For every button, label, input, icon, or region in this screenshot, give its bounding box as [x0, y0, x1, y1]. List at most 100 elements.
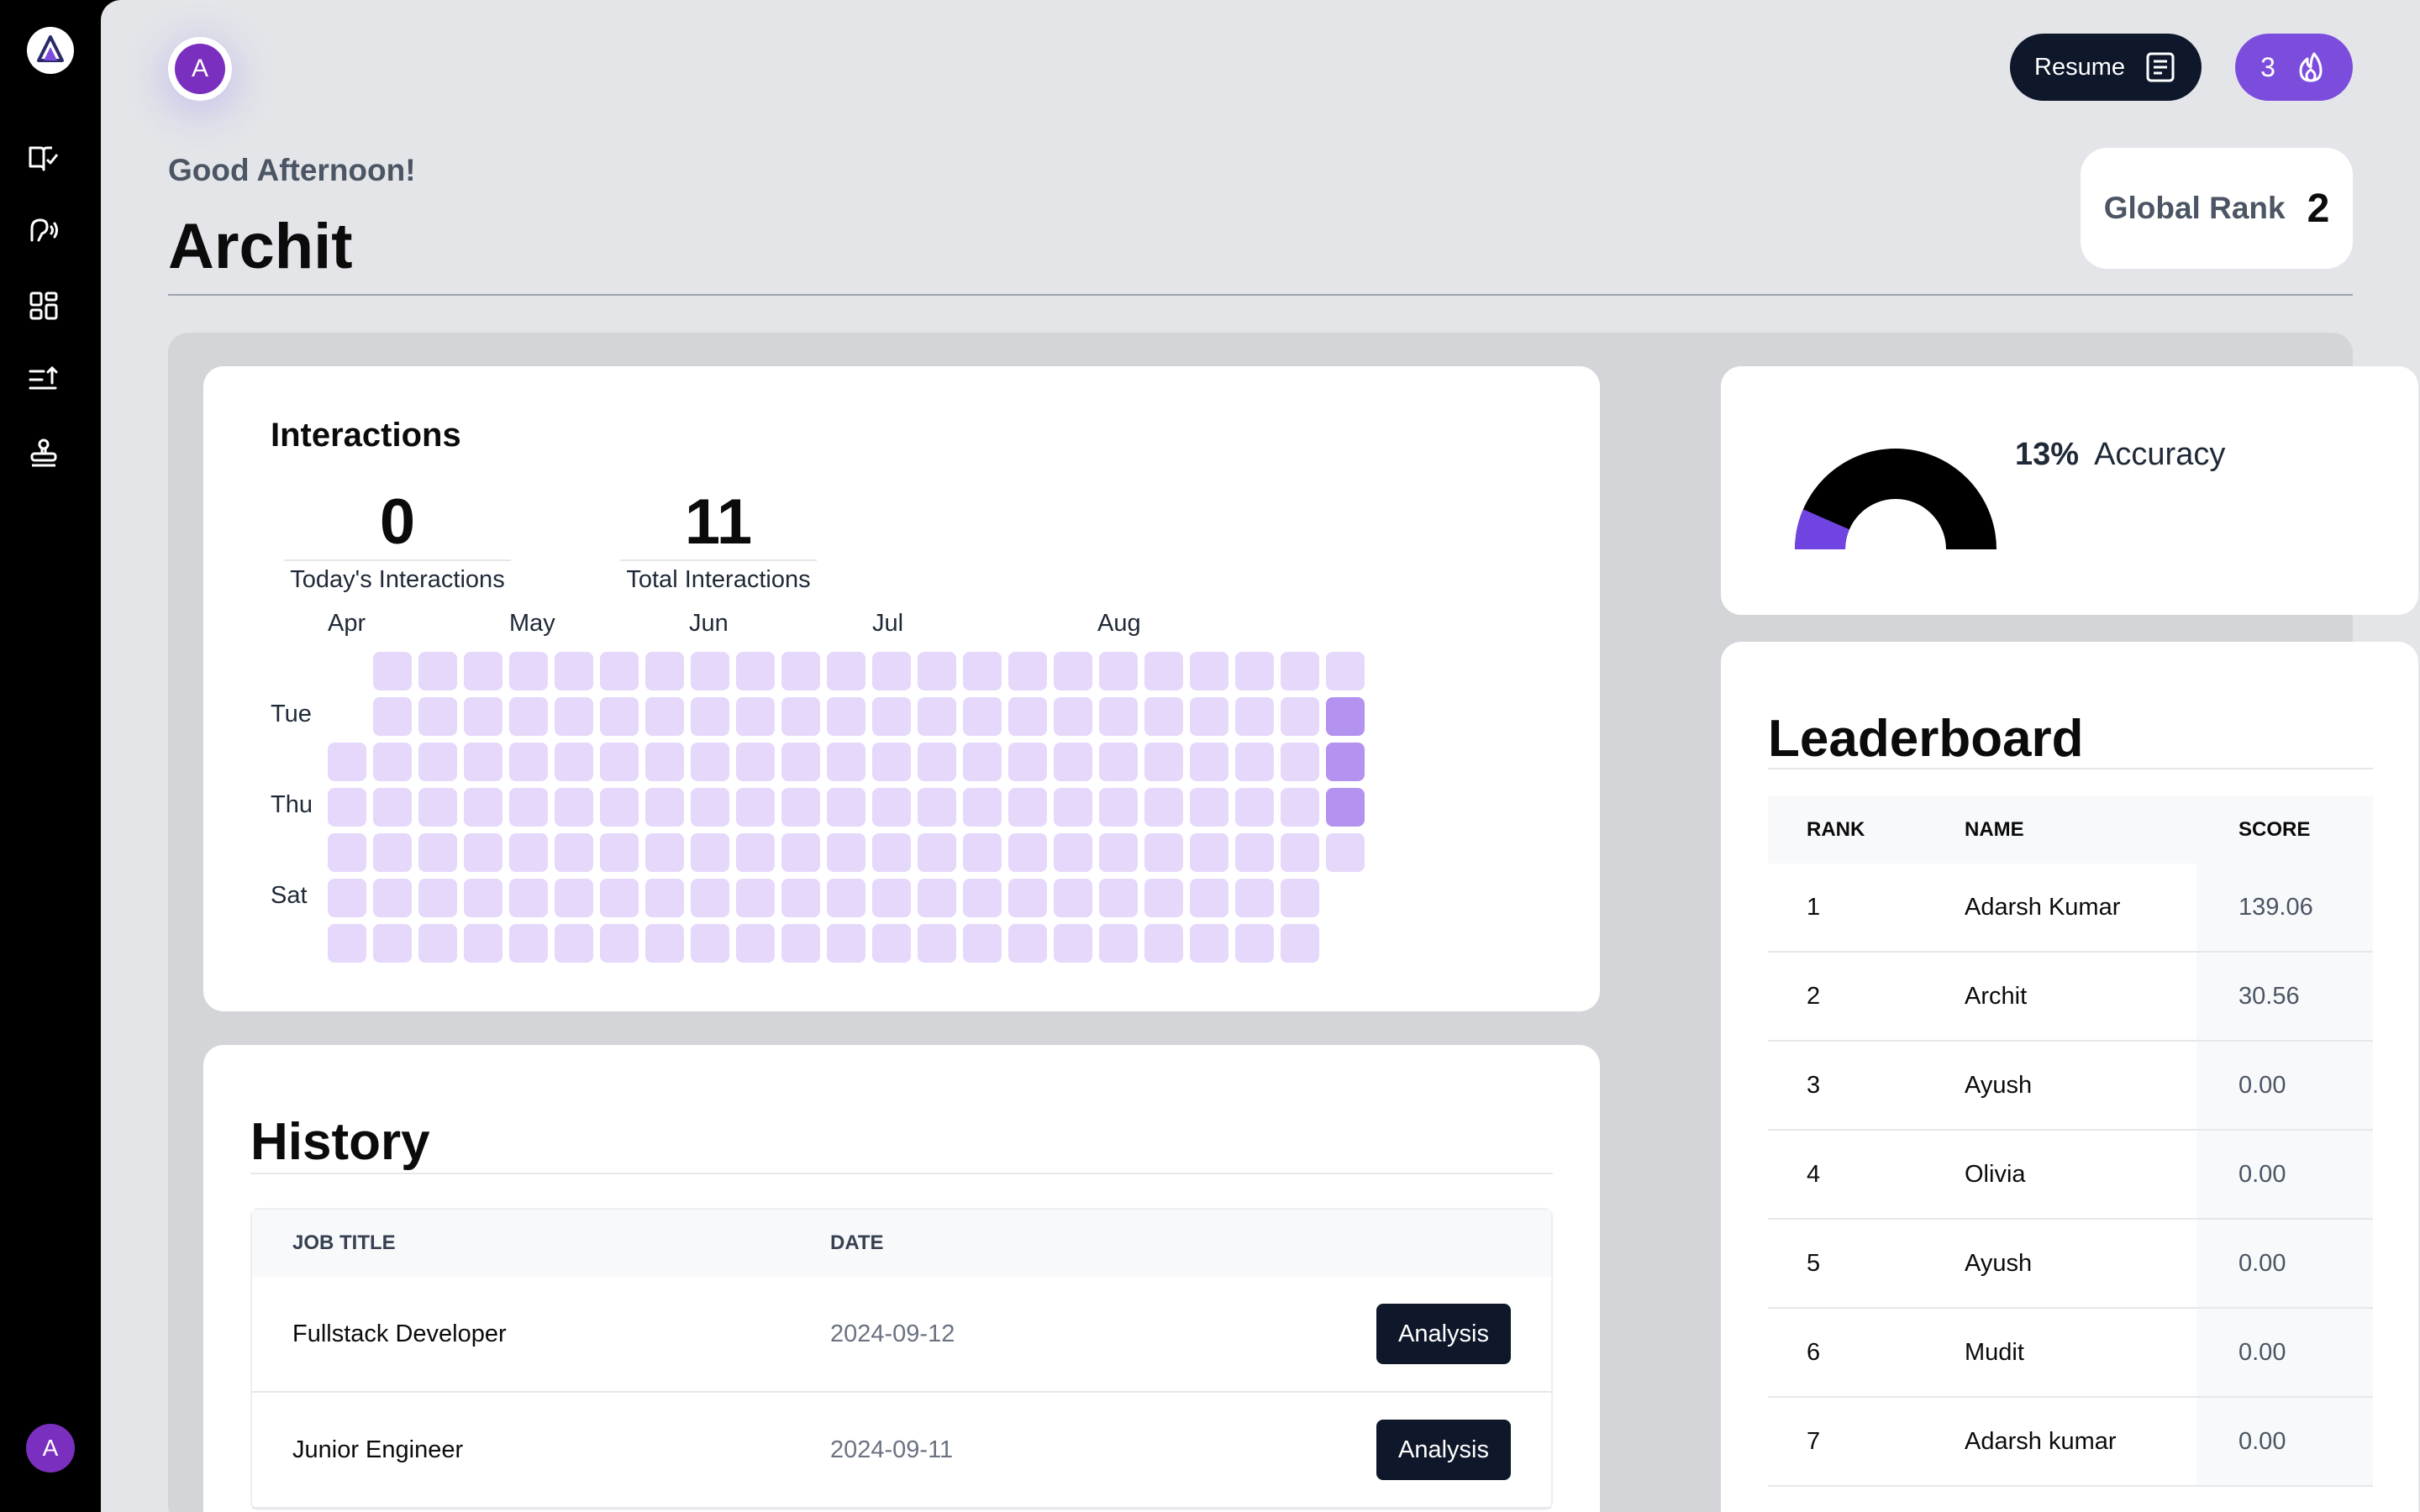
heatmap-cell[interactable]: [509, 788, 548, 827]
heatmap-cell[interactable]: [1326, 788, 1365, 827]
heatmap-cell[interactable]: [509, 652, 548, 690]
heatmap-cell[interactable]: [1144, 788, 1183, 827]
heatmap-cell[interactable]: [418, 697, 457, 736]
heatmap-cell[interactable]: [827, 879, 865, 917]
heatmap-cell[interactable]: [1008, 924, 1047, 963]
heatmap-cell[interactable]: [464, 788, 502, 827]
heatmap-cell[interactable]: [1190, 743, 1228, 781]
heatmap-cell[interactable]: [1326, 652, 1365, 690]
heatmap-cell[interactable]: [736, 833, 775, 872]
heatmap-cell[interactable]: [645, 697, 684, 736]
heatmap-cell[interactable]: [1144, 924, 1183, 963]
heatmap-cell[interactable]: [1099, 879, 1138, 917]
heatmap-cell[interactable]: [464, 652, 502, 690]
sidebar-user-avatar[interactable]: A: [26, 1424, 75, 1473]
heatmap-cell[interactable]: [555, 697, 593, 736]
heatmap-cell[interactable]: [555, 924, 593, 963]
heatmap-cell[interactable]: [918, 879, 956, 917]
heatmap-cell[interactable]: [1099, 924, 1138, 963]
heatmap-cell[interactable]: [1235, 879, 1274, 917]
heatmap-cell[interactable]: [1281, 743, 1319, 781]
heatmap-cell[interactable]: [1190, 697, 1228, 736]
heatmap-cell[interactable]: [827, 652, 865, 690]
heatmap-cell[interactable]: [781, 788, 820, 827]
heatmap-cell[interactable]: [328, 788, 366, 827]
heatmap-cell[interactable]: [1054, 697, 1092, 736]
heatmap-cell[interactable]: [418, 652, 457, 690]
heatmap-cell[interactable]: [600, 788, 639, 827]
heatmap-cell[interactable]: [1144, 879, 1183, 917]
heatmap-cell[interactable]: [1190, 788, 1228, 827]
heatmap-cell[interactable]: [464, 924, 502, 963]
heatmap-cell[interactable]: [418, 743, 457, 781]
heatmap-cell[interactable]: [691, 697, 729, 736]
heatmap-cell[interactable]: [1190, 833, 1228, 872]
heatmap-cell[interactable]: [736, 924, 775, 963]
heatmap-cell[interactable]: [918, 652, 956, 690]
heatmap-cell[interactable]: [691, 833, 729, 872]
heatmap-cell[interactable]: [555, 652, 593, 690]
speech-icon[interactable]: [25, 213, 62, 250]
table-row[interactable]: 5 Ayush 0.00: [1768, 1220, 2373, 1309]
heatmap-cell[interactable]: [1281, 833, 1319, 872]
heatmap-cell[interactable]: [872, 879, 911, 917]
heatmap-cell[interactable]: [691, 788, 729, 827]
heatmap-cell[interactable]: [918, 788, 956, 827]
heatmap-cell[interactable]: [1281, 652, 1319, 690]
heatmap-cell[interactable]: [827, 833, 865, 872]
heatmap-cell[interactable]: [872, 833, 911, 872]
heatmap-cell[interactable]: [918, 697, 956, 736]
heatmap-cell[interactable]: [328, 833, 366, 872]
heatmap-cell[interactable]: [1099, 652, 1138, 690]
heatmap-cell[interactable]: [1054, 788, 1092, 827]
heatmap-cell[interactable]: [872, 743, 911, 781]
heatmap-cell[interactable]: [1144, 697, 1183, 736]
heatmap-cell[interactable]: [600, 652, 639, 690]
heatmap-cell[interactable]: [555, 879, 593, 917]
heatmap-cell[interactable]: [555, 833, 593, 872]
heatmap-cell[interactable]: [1326, 697, 1365, 736]
heatmap-cell[interactable]: [1235, 924, 1274, 963]
heatmap-cell[interactable]: [600, 697, 639, 736]
heatmap-cell[interactable]: [418, 788, 457, 827]
heatmap-cell[interactable]: [872, 697, 911, 736]
analysis-button[interactable]: Analysis: [1376, 1304, 1511, 1364]
heatmap-cell[interactable]: [1054, 743, 1092, 781]
heatmap-cell[interactable]: [781, 697, 820, 736]
heatmap-cell[interactable]: [1326, 833, 1365, 872]
heatmap-cell[interactable]: [600, 833, 639, 872]
analysis-button[interactable]: Analysis: [1376, 1420, 1511, 1480]
user-avatar[interactable]: A: [168, 37, 232, 101]
heatmap-cell[interactable]: [1054, 879, 1092, 917]
heatmap-cell[interactable]: [1099, 788, 1138, 827]
heatmap-cell[interactable]: [781, 652, 820, 690]
heatmap-cell[interactable]: [600, 879, 639, 917]
table-row[interactable]: 7 Adarsh kumar 0.00: [1768, 1398, 2373, 1487]
heatmap-cell[interactable]: [963, 924, 1002, 963]
heatmap-cell[interactable]: [1144, 652, 1183, 690]
heatmap-cell[interactable]: [1190, 652, 1228, 690]
heatmap-cell[interactable]: [555, 743, 593, 781]
heatmap-cell[interactable]: [781, 879, 820, 917]
heatmap-cell[interactable]: [645, 743, 684, 781]
heatmap-cell[interactable]: [418, 833, 457, 872]
streak-button[interactable]: 3: [2235, 34, 2353, 101]
heatmap-cell[interactable]: [555, 788, 593, 827]
heatmap-cell[interactable]: [918, 833, 956, 872]
heatmap-cell[interactable]: [736, 788, 775, 827]
heatmap-cell[interactable]: [373, 788, 412, 827]
heatmap-cell[interactable]: [373, 652, 412, 690]
heatmap-cell[interactable]: [600, 924, 639, 963]
heatmap-cell[interactable]: [1281, 924, 1319, 963]
heatmap-cell[interactable]: [691, 743, 729, 781]
heatmap-cell[interactable]: [1281, 697, 1319, 736]
heatmap-cell[interactable]: [645, 833, 684, 872]
heatmap-cell[interactable]: [1008, 697, 1047, 736]
heatmap-cell[interactable]: [827, 697, 865, 736]
heatmap-cell[interactable]: [1099, 697, 1138, 736]
heatmap-cell[interactable]: [373, 879, 412, 917]
heatmap-cell[interactable]: [464, 833, 502, 872]
heatmap-cell[interactable]: [328, 879, 366, 917]
heatmap-cell[interactable]: [691, 652, 729, 690]
heatmap-cell[interactable]: [373, 697, 412, 736]
